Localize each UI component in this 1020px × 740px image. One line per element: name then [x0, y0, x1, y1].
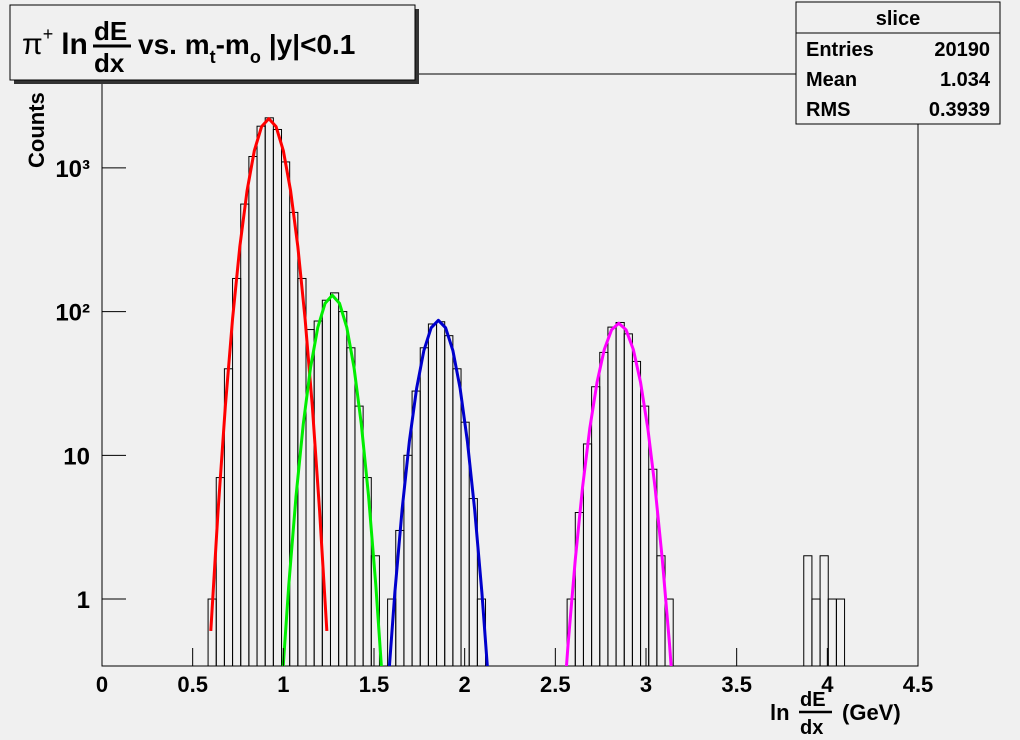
- title-vs: vs. m: [138, 29, 210, 60]
- y-tick-label: 10³: [55, 156, 90, 183]
- y-tick-label: 10²: [55, 300, 90, 327]
- x-tick-label: 2: [459, 672, 471, 697]
- title-ln: ln: [61, 28, 88, 61]
- stats-value: 20190: [934, 39, 990, 61]
- fit-curve: [387, 318, 489, 666]
- x-tick-label: 3: [640, 672, 652, 697]
- stats-title: slice: [876, 8, 920, 30]
- axes: 1 10 10² 10³ 0 0.5 1 1.5 2 2.5 3 3.5 4 4.5: [55, 156, 933, 697]
- y-tick-label: 10: [63, 443, 90, 470]
- x-tick-label: 1.5: [359, 672, 390, 697]
- stats-label: Mean: [806, 69, 857, 91]
- title-sup: +: [43, 24, 54, 44]
- title-text-2: vs. mt-mo |y|<0.1: [138, 29, 355, 67]
- title-text: π+ ln: [22, 24, 88, 61]
- stats-label: RMS: [806, 99, 850, 121]
- fit-curve: [281, 293, 383, 666]
- title-pi: π: [22, 28, 43, 61]
- histogram-bin: [664, 598, 674, 666]
- x-label-denominator: dx: [800, 717, 823, 739]
- x-tick-label: 4.5: [903, 672, 934, 697]
- title-rapidity: |y|<0.1: [269, 29, 356, 60]
- stats-value: 1.034: [940, 69, 991, 91]
- x-tick-label: 0.5: [177, 672, 208, 697]
- x-tick-label: 2.5: [540, 672, 571, 697]
- title-sub-o: o: [250, 47, 261, 67]
- x-tick-label: 0: [96, 672, 108, 697]
- title-denominator: dx: [94, 48, 125, 78]
- title-numerator: dE: [94, 16, 127, 46]
- x-label-ln: ln: [770, 700, 790, 725]
- title-sub-t: t: [210, 47, 216, 67]
- title-box: [9, 4, 416, 81]
- histogram-bin: [835, 598, 846, 666]
- fit-curve: [209, 117, 329, 632]
- stats-value: 0.3939: [929, 99, 990, 121]
- x-tick-label: 1: [277, 672, 289, 697]
- x-tick-label: 3.5: [721, 672, 752, 697]
- stats-label: Entries: [806, 39, 874, 61]
- x-label-unit: (GeV): [842, 700, 901, 725]
- fit-curve: [564, 321, 673, 666]
- x-label-numerator: dE: [800, 689, 826, 711]
- plot-area: [102, 117, 918, 666]
- y-tick-label: 1: [77, 587, 90, 614]
- stats-box: [795, 1, 1001, 125]
- y-axis-label: Counts: [24, 92, 49, 168]
- histogram-bin: [370, 555, 380, 666]
- x-tick-label: 4: [821, 672, 834, 697]
- title-m: -m: [216, 29, 250, 60]
- stats-rows: Entries 20190 Mean 1.034 RMS 0.3939: [806, 39, 991, 121]
- frame: [101, 73, 919, 667]
